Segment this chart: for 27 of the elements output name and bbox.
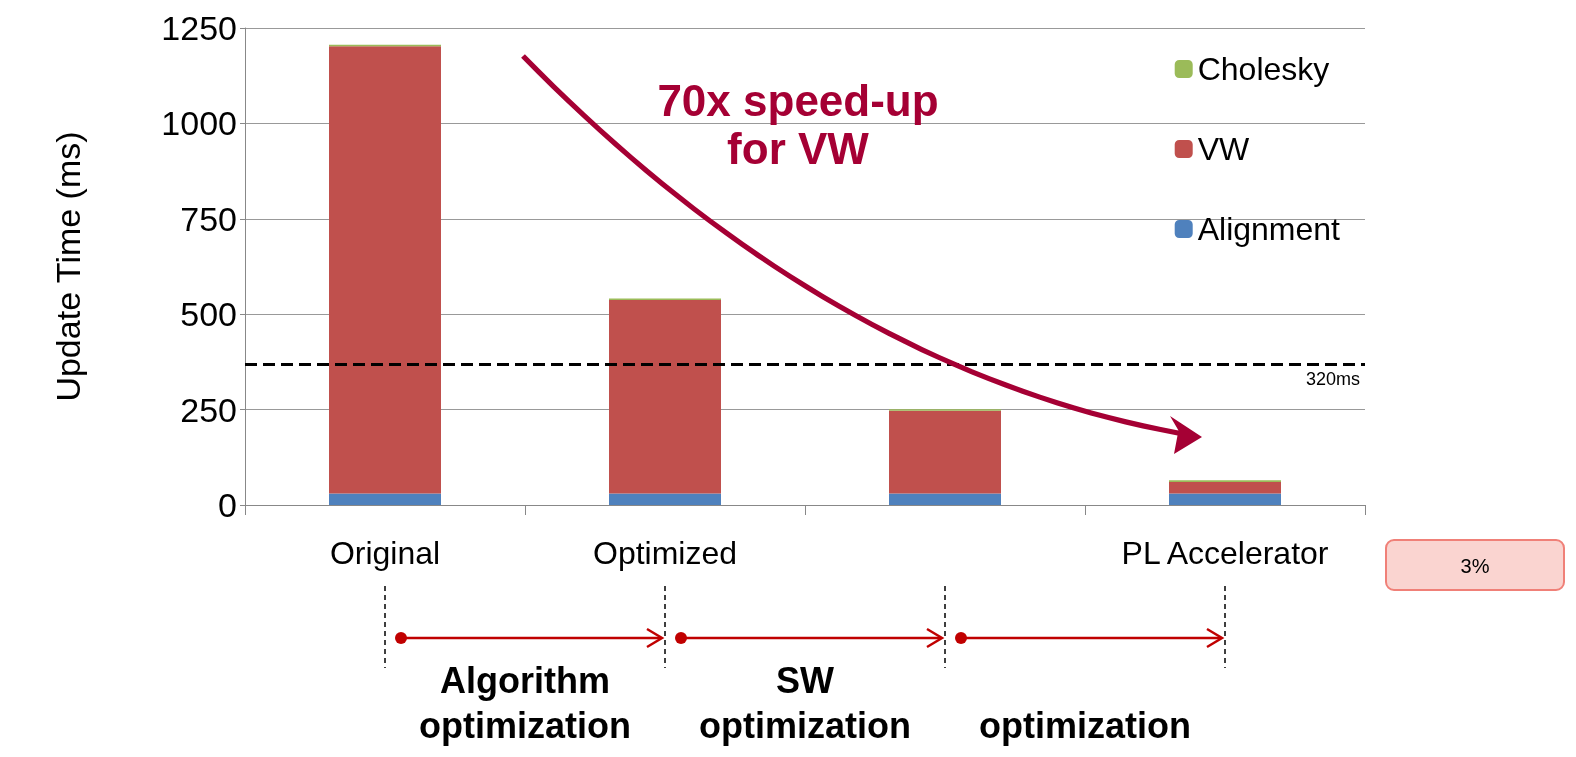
x-tick-label: Original <box>329 535 441 571</box>
ref-line-label: 320ms <box>1305 368 1360 389</box>
y-tick-label: 500 <box>180 295 237 334</box>
bar <box>1169 493 1281 505</box>
text: SW optimization <box>699 660 911 746</box>
annotation: 70x speed-up for VW <box>657 76 939 173</box>
text: Algorithm optimization <box>419 660 631 746</box>
x-tick-label: PL Accelerator <box>1121 535 1329 571</box>
bar <box>609 300 721 494</box>
text: optimization <box>979 705 1191 746</box>
bar <box>329 46 441 494</box>
bar <box>889 493 1001 505</box>
y-axis-title: Update Time (ms) <box>49 131 87 402</box>
bar <box>609 493 721 505</box>
y-tick-label: 1000 <box>161 104 237 143</box>
bar <box>1169 482 1281 494</box>
bar <box>889 410 1001 494</box>
y-tick-label: 0 <box>218 486 237 524</box>
bar <box>329 493 441 505</box>
legend-label: Cholesky <box>1197 51 1330 87</box>
text: 3% <box>1460 555 1490 577</box>
legend-label: VW <box>1197 131 1251 167</box>
x-tick-label: Optimized <box>592 535 738 571</box>
legend-label: Alignment <box>1197 211 1341 247</box>
y-tick-label: 1250 <box>161 9 237 47</box>
y-tick-label: 250 <box>180 390 237 429</box>
y-tick-label: 750 <box>180 199 237 238</box>
